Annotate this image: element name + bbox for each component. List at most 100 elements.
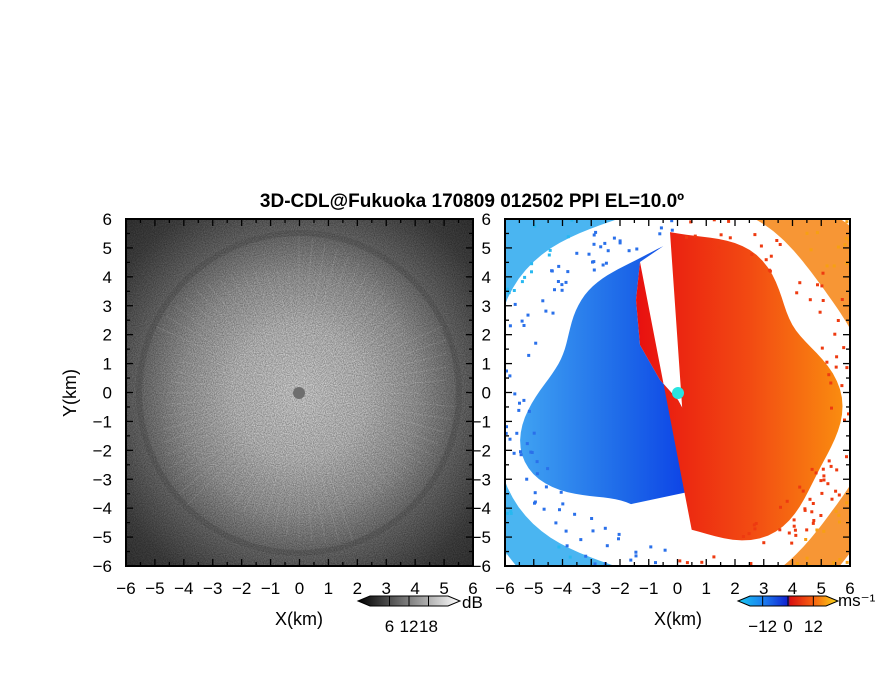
velocity-speckle-pixel — [750, 253, 754, 256]
velocity-speckle-pixel — [852, 358, 855, 361]
velocity-speckle-pixel — [520, 280, 524, 284]
velocity-speckle-pixel — [775, 239, 779, 242]
velocity-speckle-pixel — [838, 572, 841, 575]
velocity-speckle-pixel — [603, 526, 607, 530]
velocity-speckle-pixel — [547, 185, 550, 188]
velocity-speckle-pixel — [829, 464, 833, 468]
velocity-receding-region — [636, 232, 843, 541]
velocity-speckle-pixel — [643, 646, 646, 649]
velocity-speckle-pixel — [512, 289, 516, 292]
velocity-speckle-pixel — [592, 260, 596, 264]
velocity-speckle-pixel — [549, 178, 552, 181]
velocity-speckle-pixel — [856, 341, 859, 344]
velocity-speckle-pixel — [606, 249, 610, 253]
velocity-panel: −6 −5 −4 −3 −2 −1 0 1 2 3 4 5 6 6543210−1−2−3−4−5−6 … — [472, 148, 879, 649]
velocity-speckle-pixel — [859, 518, 862, 521]
velocity-speckle-pixel — [694, 205, 697, 208]
velocity-speckle-pixel — [815, 231, 819, 235]
velocity-speckle-pixel — [712, 219, 716, 222]
velocity-speckle-pixel — [813, 203, 816, 206]
velocity-speckle-pixel — [556, 280, 560, 283]
velocity-speckle-pixel — [756, 196, 759, 199]
velocity-radar-site — [672, 387, 684, 399]
velocity-speckle-pixel — [547, 253, 551, 257]
reflectivity-y-tick-label: 6 — [103, 210, 112, 229]
reflectivity-panel: −6 −5 −4 −3 −2 −1 0 1 2 3 4 5 6 6543210−1−2−3−4−5−6 … — [60, 210, 478, 629]
velocity-speckle-pixel — [553, 288, 556, 292]
reflectivity-y-tick-label: 1 — [103, 355, 112, 374]
velocity-speckle-pixel — [810, 510, 814, 514]
velocity-approaching-region — [520, 246, 700, 505]
velocity-speckle-pixel — [764, 193, 767, 196]
velocity-speckle-pixel — [644, 629, 647, 632]
velocity-speckle-pixel — [866, 526, 869, 529]
velocity-y-tick-label: 6 — [482, 210, 491, 229]
velocity-speckle-pixel — [808, 298, 812, 302]
velocity-speckle-pixel — [816, 283, 819, 287]
velocity-speckle-pixel — [519, 212, 522, 215]
velocity-speckle-pixel — [741, 208, 744, 211]
velocity-speckle-pixel — [861, 477, 864, 480]
velocity-speckle-pixel — [526, 313, 530, 317]
velocity-speckle-pixel — [474, 276, 477, 279]
reflectivity-y-tick-label: −1 — [93, 412, 112, 431]
velocity-speckle-pixel — [763, 171, 766, 174]
velocity-speckle-pixel — [805, 528, 809, 532]
velocity-speckle-pixel — [852, 467, 855, 470]
velocity-speckle-pixel — [643, 168, 646, 171]
velocity-x-tick-label: −4 — [553, 579, 572, 598]
velocity-speckle-pixel — [709, 603, 712, 606]
velocity-speckle-pixel — [592, 233, 596, 237]
velocity-speckle-pixel — [542, 507, 546, 511]
velocity-speckle-pixel — [764, 177, 767, 180]
velocity-speckle-pixel — [624, 604, 627, 607]
velocity-speckle-pixel — [497, 568, 500, 571]
velocity-speckle-pixel — [832, 561, 836, 564]
reflectivity-x-axis-label: X(km) — [275, 609, 323, 629]
velocity-speckle-pixel — [876, 539, 879, 542]
velocity-speckle-pixel — [721, 171, 724, 174]
velocity-speckle-pixel — [876, 261, 879, 264]
velocity-speckle-pixel — [821, 299, 825, 302]
velocity-speckle-pixel — [593, 562, 597, 566]
velocity-speckle-pixel — [710, 164, 713, 167]
velocity-speckle-pixel — [506, 287, 510, 291]
velocity-colorbar-tick-label: −12 — [748, 617, 777, 636]
velocity-speckle-pixel — [560, 288, 564, 292]
velocity-speckle-pixel — [517, 408, 521, 412]
velocity-speckle-pixel — [643, 605, 646, 608]
velocity-speckle-pixel — [543, 187, 546, 190]
velocity-speckle-pixel — [834, 365, 838, 369]
velocity-speckle-pixel — [515, 431, 519, 435]
velocity-speckle-pixel — [544, 485, 548, 489]
velocity-speckle-pixel — [616, 149, 619, 152]
velocity-speckle-pixel — [696, 640, 699, 643]
velocity-x-tick-label: 4 — [788, 579, 797, 598]
velocity-speckle-pixel — [842, 346, 846, 350]
velocity-speckle-pixel — [522, 398, 526, 402]
velocity-speckle-pixel — [611, 161, 614, 164]
velocity-speckle-pixel — [701, 574, 704, 577]
velocity-speckle-pixel — [863, 510, 866, 513]
velocity-speckle-pixel — [852, 336, 855, 339]
velocity-speckle-pixel — [483, 407, 486, 410]
velocity-speckle-pixel — [865, 407, 868, 410]
velocity-speckle-pixel — [799, 572, 802, 575]
velocity-x-tick-label: −1 — [639, 579, 658, 598]
velocity-speckle-pixel — [627, 249, 631, 253]
velocity-speckle-pixel — [830, 497, 834, 501]
velocity-speckle — [474, 148, 879, 649]
velocity-speckle-pixel — [674, 214, 677, 217]
velocity-y-tick-label: 5 — [482, 239, 491, 258]
velocity-speckle-pixel — [747, 613, 750, 616]
velocity-speckle-pixel — [575, 251, 579, 255]
velocity-speckle-pixel — [565, 544, 569, 548]
velocity-speckle-pixel — [499, 427, 502, 430]
velocity-speckle-pixel — [832, 264, 836, 268]
velocity-speckle-pixel — [550, 269, 554, 273]
reflectivity-x-tick-label: 1 — [324, 579, 333, 598]
velocity-speckle-pixel — [586, 615, 589, 618]
velocity-speckle-pixel — [673, 148, 676, 151]
velocity-speckle-pixel — [815, 178, 818, 181]
reflectivity-x-tick-label: 0 — [295, 579, 304, 598]
